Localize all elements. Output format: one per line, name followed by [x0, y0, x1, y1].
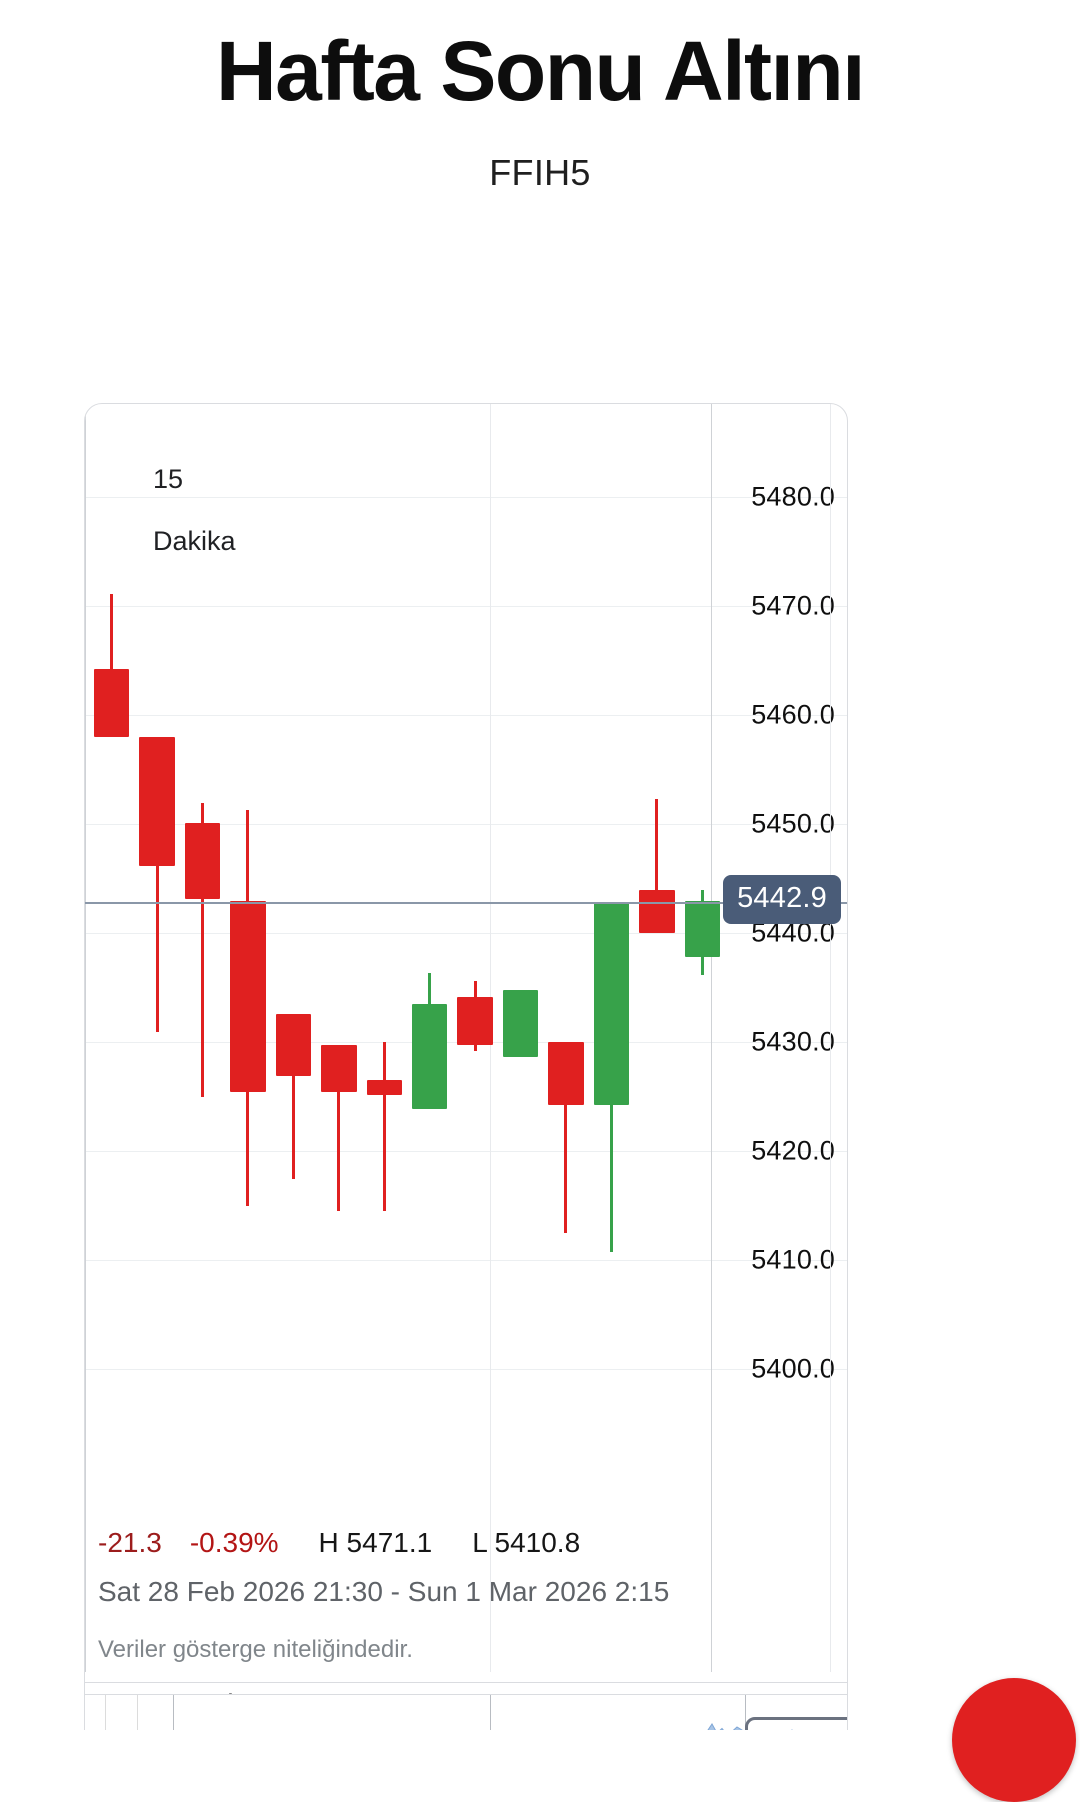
candlestick-body — [139, 737, 175, 866]
candlestick-wick — [155, 737, 159, 1032]
y-axis-tick-label: 5470.0 — [751, 590, 835, 621]
y-axis-tick-label: 5410.0 — [751, 1244, 835, 1275]
session-range-text: Sat 28 Feb 2026 21:30 - Sun 1 Mar 2026 2… — [98, 1576, 670, 1607]
candlestick-body — [457, 996, 493, 1045]
interval-number-label: 15 — [153, 464, 184, 494]
candlestick-body — [93, 668, 130, 738]
navigator-tick — [105, 1695, 106, 1730]
y-gridline — [85, 1369, 847, 1371]
candlestick[interactable] — [139, 404, 175, 1624]
y-axis-tick-label: 5460.0 — [751, 699, 835, 730]
candlestick-wick — [291, 1014, 295, 1179]
y-axis-tick-label: 5430.0 — [751, 1026, 835, 1057]
x-gridline — [830, 404, 831, 1672]
candlestick[interactable] — [639, 404, 675, 1624]
candlestick[interactable] — [593, 404, 630, 1624]
current-price-badge: 5442.9 — [723, 874, 841, 924]
floating-action-button[interactable] — [952, 1678, 1076, 1802]
candlestick-plot-area[interactable]: 5480.0 5470.0 5460.0 5450.0 5440.0 5430.0 5420… — [85, 404, 847, 1672]
page-header: Hafta Sonu Altını FFIH5 — [0, 0, 1080, 194]
candlestick-wick — [201, 802, 205, 1097]
y-gridline — [85, 933, 847, 935]
candlestick-body — [230, 900, 266, 1092]
candlestick-body — [502, 990, 539, 1057]
candlestick-body — [321, 1044, 357, 1092]
current-price-line — [85, 901, 847, 904]
chart-range-navigator[interactable] — [84, 1694, 848, 1730]
candlestick[interactable] — [184, 404, 221, 1624]
y-gridline — [85, 606, 847, 608]
candlestick[interactable] — [502, 404, 539, 1624]
navigator-tick — [173, 1695, 174, 1730]
candlestick-body — [366, 1079, 402, 1095]
change-value: -21.3 — [98, 1527, 162, 1558]
candlestick-body — [184, 823, 221, 899]
y-gridline — [85, 497, 847, 499]
page-title: Hafta Sonu Altını — [215, 24, 866, 118]
price-chart-card[interactable]: 5480.0 5470.0 5460.0 5450.0 5440.0 5430.0 5420… — [84, 403, 848, 1730]
x-gridline — [85, 404, 86, 1672]
candlestick[interactable] — [457, 404, 493, 1624]
quote-stats-row: -21.3 -0.39% H 5471.1 L 5410.8 — [98, 1527, 620, 1559]
candlestick[interactable] — [411, 404, 448, 1624]
candlestick-body — [593, 901, 630, 1105]
y-gridline — [85, 1151, 847, 1153]
candlestick-wick — [337, 1044, 341, 1212]
candlestick[interactable] — [275, 404, 312, 1624]
session-low: L 5410.8 — [472, 1527, 581, 1558]
navigator-range-handle[interactable] — [745, 1717, 847, 1730]
data-disclaimer: Veriler gösterge niteliğindedir. — [98, 1636, 413, 1663]
navigator-tick — [137, 1695, 138, 1730]
candlestick-wick — [110, 594, 114, 669]
y-gridline — [85, 1260, 847, 1262]
y-axis-tick-label: 5480.0 — [751, 481, 835, 512]
candlestick[interactable] — [684, 404, 720, 1624]
session-high: H 5471.1 — [318, 1527, 433, 1558]
candlestick-body — [639, 889, 675, 934]
y-axis-tick-label: 5450.0 — [751, 808, 835, 839]
candlestick-wick — [564, 1042, 568, 1234]
y-gridline — [85, 824, 847, 826]
navigator-tick — [490, 1695, 491, 1730]
candlestick-body — [548, 1042, 584, 1105]
y-axis-tick-label: 5420.0 — [751, 1135, 835, 1166]
interval-unit-label: Dakika — [153, 526, 236, 556]
candlestick-body — [684, 900, 720, 958]
candlestick[interactable] — [93, 404, 130, 1624]
candlestick-wick — [655, 799, 659, 934]
y-axis-tick-label: 5400.0 — [751, 1353, 835, 1384]
candlestick-body — [275, 1014, 312, 1077]
candlestick[interactable] — [366, 404, 402, 1624]
navigator-tick — [745, 1695, 746, 1730]
candlestick-body — [411, 1004, 448, 1109]
candlestick[interactable] — [230, 404, 266, 1624]
instrument-symbol: FFIH5 — [489, 152, 591, 194]
candlestick-wick — [382, 1042, 386, 1212]
x-gridline — [711, 404, 712, 1672]
candlestick[interactable] — [548, 404, 584, 1624]
candlestick[interactable] — [321, 404, 357, 1624]
y-gridline — [85, 715, 847, 717]
navigator-sparkline — [707, 1723, 793, 1730]
change-percent: -0.39% — [189, 1527, 279, 1558]
